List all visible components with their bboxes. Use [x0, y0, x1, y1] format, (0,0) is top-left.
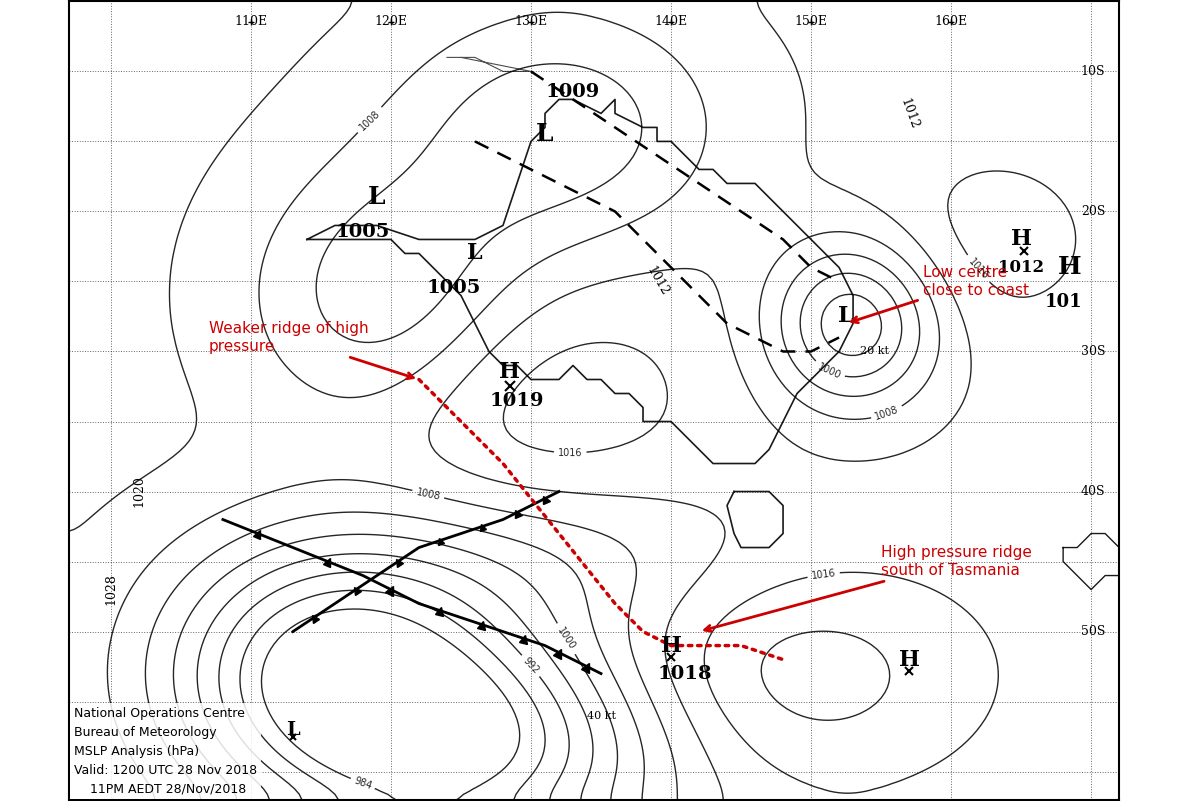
Text: 1008: 1008 [873, 405, 901, 422]
Text: 30S: 30S [1081, 345, 1105, 358]
Text: L: L [467, 243, 482, 264]
Text: L: L [536, 123, 554, 147]
Text: 1005: 1005 [426, 280, 481, 297]
Text: 20 kt: 20 kt [860, 347, 889, 356]
Text: 984: 984 [353, 775, 373, 791]
Text: 1009: 1009 [545, 83, 600, 102]
Text: L: L [839, 305, 854, 328]
Text: High pressure ridge
south of Tasmania: High pressure ridge south of Tasmania [704, 545, 1032, 631]
Text: 1018: 1018 [658, 665, 713, 682]
Text: 120E: 120E [374, 15, 407, 28]
Text: L: L [368, 186, 386, 209]
Text: 1020: 1020 [132, 476, 145, 508]
Text: 1012: 1012 [998, 259, 1044, 276]
Text: H: H [898, 649, 920, 670]
Text: H: H [1059, 256, 1082, 280]
Text: 40S: 40S [1081, 485, 1105, 498]
Text: 1000: 1000 [816, 361, 842, 380]
Text: National Operations Centre
Bureau of Meteorology
MSLP Analysis (hPa)
Valid: 1200: National Operations Centre Bureau of Met… [74, 706, 258, 795]
Text: 1012: 1012 [897, 96, 921, 131]
Text: 1000: 1000 [555, 626, 577, 652]
Text: 130E: 130E [514, 15, 548, 28]
Text: 1016: 1016 [811, 568, 836, 581]
Text: 101: 101 [1044, 293, 1082, 312]
Text: 1016: 1016 [558, 448, 582, 458]
Text: Low centre
close to coast: Low centre close to coast [852, 265, 1029, 323]
Text: 140E: 140E [655, 15, 688, 28]
Text: 50S: 50S [1081, 625, 1105, 638]
Text: Weaker ridge of high
pressure: Weaker ridge of high pressure [209, 321, 413, 379]
Text: 1008: 1008 [416, 487, 441, 501]
Text: 1008: 1008 [358, 108, 383, 132]
Text: 20S: 20S [1081, 205, 1105, 218]
Text: 1016: 1016 [966, 257, 990, 282]
Text: H: H [1011, 228, 1031, 251]
Text: H: H [499, 361, 520, 384]
Text: 1028: 1028 [105, 574, 118, 606]
Text: 992: 992 [520, 655, 541, 676]
Text: 1005: 1005 [336, 223, 390, 241]
Text: H: H [661, 634, 682, 657]
Text: 40 kt: 40 kt [587, 710, 617, 721]
Text: 10S: 10S [1081, 65, 1105, 78]
Text: 110E: 110E [234, 15, 267, 28]
Text: 1012: 1012 [644, 264, 670, 299]
Text: 1019: 1019 [489, 392, 544, 409]
Text: 160E: 160E [935, 15, 968, 28]
Text: L: L [286, 721, 299, 739]
Text: 150E: 150E [795, 15, 828, 28]
